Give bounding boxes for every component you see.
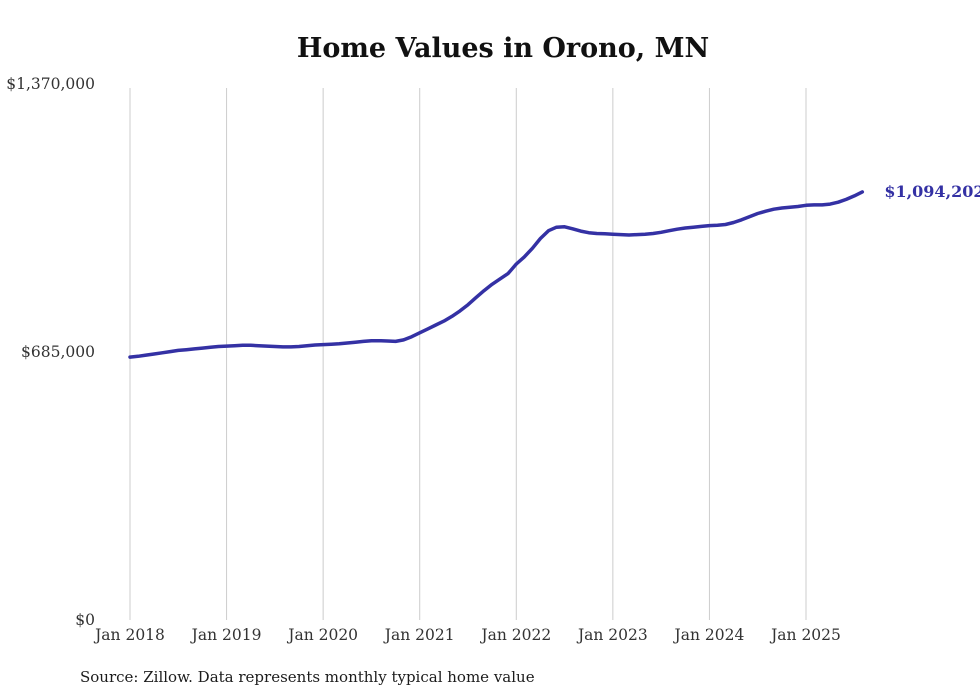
x-tick-label: Jan 2023: [576, 626, 648, 644]
x-tick-label: Jan 2021: [383, 626, 455, 644]
y-tick-label: $1,370,000: [6, 75, 95, 93]
source-note: Source: Zillow. Data represents monthly …: [80, 668, 535, 686]
end-value-label: $1,094,202: [884, 182, 980, 201]
x-tick-label: Jan 2024: [673, 626, 745, 644]
y-tick-label: $0: [75, 611, 95, 629]
x-tick-label: Jan 2020: [286, 626, 358, 644]
y-tick-label: $685,000: [21, 343, 95, 361]
gridlines: [129, 88, 807, 620]
y-axis-labels: $0 $685,000 $1,370,000: [6, 75, 95, 629]
chart-title: Home Values in Orono, MN: [297, 33, 709, 64]
x-tick-label: Jan 2018: [93, 626, 165, 644]
x-tick-label: Jan 2022: [479, 626, 551, 644]
x-tick-label: Jan 2025: [769, 626, 841, 644]
home-value-line: [128, 190, 865, 359]
x-tick-label: Jan 2019: [190, 626, 262, 644]
x-axis-labels: Jan 2018 Jan 2019 Jan 2020 Jan 2021 Jan 2022…: [93, 626, 841, 644]
